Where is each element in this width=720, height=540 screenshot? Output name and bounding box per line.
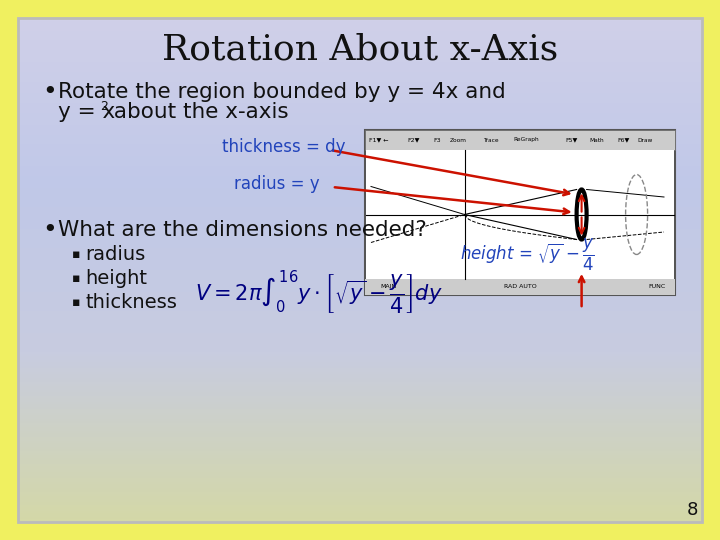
Text: y = x: y = x xyxy=(58,102,115,122)
Text: height: height xyxy=(85,268,147,287)
Text: RAD AUTO: RAD AUTO xyxy=(503,285,536,289)
Text: 2: 2 xyxy=(100,100,108,113)
Bar xyxy=(366,150,674,279)
Text: Rotate the region bounded by y = 4x and: Rotate the region bounded by y = 4x and xyxy=(58,82,505,102)
Text: ReGraph: ReGraph xyxy=(513,138,539,143)
Text: Math: Math xyxy=(589,138,603,143)
Bar xyxy=(365,130,675,295)
Text: height = $\sqrt{y} - \dfrac{y}{4}$: height = $\sqrt{y} - \dfrac{y}{4}$ xyxy=(460,237,595,273)
Text: radius = y: radius = y xyxy=(234,175,320,193)
Text: FUNC: FUNC xyxy=(649,285,665,289)
Text: Trace: Trace xyxy=(483,138,499,143)
Text: F1▼ ←: F1▼ ← xyxy=(369,138,389,143)
Text: Zoom: Zoom xyxy=(450,138,467,143)
Text: Rotation About x-Axis: Rotation About x-Axis xyxy=(162,33,558,67)
Text: thickness: thickness xyxy=(85,293,177,312)
Text: F2▼: F2▼ xyxy=(407,138,419,143)
Text: MAIN: MAIN xyxy=(380,285,396,289)
Text: F3: F3 xyxy=(433,138,441,143)
Text: ▪: ▪ xyxy=(72,272,81,285)
Bar xyxy=(365,279,675,295)
Text: 8: 8 xyxy=(687,501,698,519)
Text: F5▼: F5▼ xyxy=(565,138,577,143)
Text: •: • xyxy=(42,218,57,242)
Text: about the x-axis: about the x-axis xyxy=(107,102,289,122)
Text: •: • xyxy=(42,80,57,104)
Text: thickness = dy: thickness = dy xyxy=(222,138,346,156)
Bar xyxy=(365,130,675,150)
Text: What are the dimensions needed?: What are the dimensions needed? xyxy=(58,220,427,240)
Text: F6▼: F6▼ xyxy=(617,138,629,143)
Text: ▪: ▪ xyxy=(72,248,81,261)
Text: radius: radius xyxy=(85,246,145,265)
Text: ▪: ▪ xyxy=(72,295,81,308)
Text: $V = 2\pi \int_0^{16} y \cdot \left[\sqrt{y} - \dfrac{y}{4}\right] dy$: $V = 2\pi \int_0^{16} y \cdot \left[\sqr… xyxy=(195,268,443,316)
Text: Draw: Draw xyxy=(637,138,652,143)
